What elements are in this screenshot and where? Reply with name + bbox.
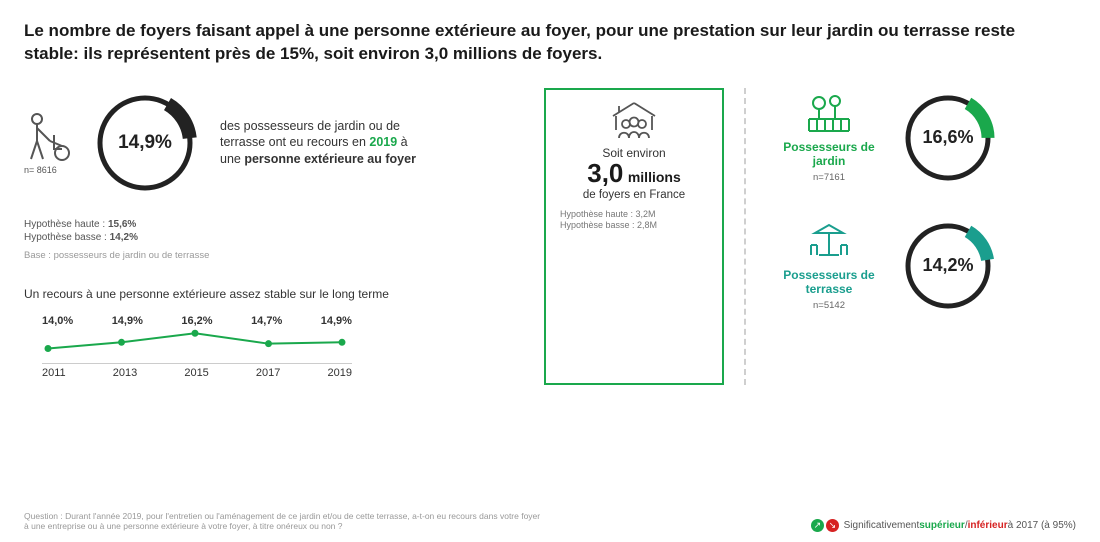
garden-label: Possesseurs de jardin bbox=[774, 140, 884, 169]
terrace-label: Possesseurs de terrasse bbox=[774, 268, 884, 297]
frame-millions: millions bbox=[628, 169, 681, 185]
description-text: des possesseurs de jardin ou de terrasse… bbox=[220, 118, 430, 169]
content-row: n= 8616 14,9% des possesseurs de jardin … bbox=[24, 88, 1076, 385]
gardener-icon bbox=[24, 111, 70, 163]
terrace-donut-value: 14,2% bbox=[898, 216, 998, 316]
left-column: n= 8616 14,9% des possesseurs de jardin … bbox=[24, 88, 524, 385]
frame-sub: de foyers en France bbox=[560, 189, 708, 201]
hypothesis-block: Hypothèse haute : 15,6% Hypothèse basse … bbox=[24, 218, 524, 244]
terrace-panel: Possesseurs de terrasse n=5142 14,2% bbox=[774, 216, 1076, 316]
terrace-donut: 14,2% bbox=[898, 216, 998, 316]
base-text: Base : possesseurs de jardin ou de terra… bbox=[24, 250, 524, 261]
left-n: n= 8616 bbox=[24, 165, 57, 175]
framed-stat-box: Soit environ 3,0 millions de foyers en F… bbox=[544, 88, 724, 385]
page-title: Le nombre de foyers faisant appel à une … bbox=[24, 20, 1044, 66]
frame-hypothesis: Hypothèse haute : 3,2M Hypothèse basse :… bbox=[560, 209, 708, 232]
garden-donut: 16,6% bbox=[898, 88, 998, 188]
garden-panel: Possesseurs de jardin n=7161 16,6% bbox=[774, 88, 1076, 188]
arrow-down-icon: ↘ bbox=[826, 519, 839, 532]
middle-column: Soit environ 3,0 millions de foyers en F… bbox=[524, 88, 744, 385]
terrace-n: n=5142 bbox=[774, 300, 884, 311]
frame-soit: Soit environ bbox=[560, 146, 708, 160]
main-donut-value: 14,9% bbox=[90, 88, 200, 198]
frame-big: 3,0 bbox=[587, 158, 623, 188]
trend-title: Un recours à une personne extérieure ass… bbox=[24, 287, 524, 301]
arrow-up-icon: ↗ bbox=[811, 519, 824, 532]
garden-n: n=7161 bbox=[774, 172, 884, 183]
trend-chart: 14,0%14,9%16,2%14,7%14,9% 20112013201520… bbox=[30, 315, 370, 385]
garden-donut-value: 16,6% bbox=[898, 88, 998, 188]
terrace-icon bbox=[805, 221, 853, 261]
footer-question: Question : Durant l'année 2019, pour l'e… bbox=[24, 511, 544, 532]
right-column: Possesseurs de jardin n=7161 16,6% bbox=[744, 88, 1076, 385]
significance-legend: ↗ ↘ Significativement supérieur / inféri… bbox=[811, 519, 1076, 532]
garden-icon bbox=[805, 93, 853, 133]
house-people-icon bbox=[607, 100, 661, 142]
main-donut: 14,9% bbox=[90, 88, 200, 198]
